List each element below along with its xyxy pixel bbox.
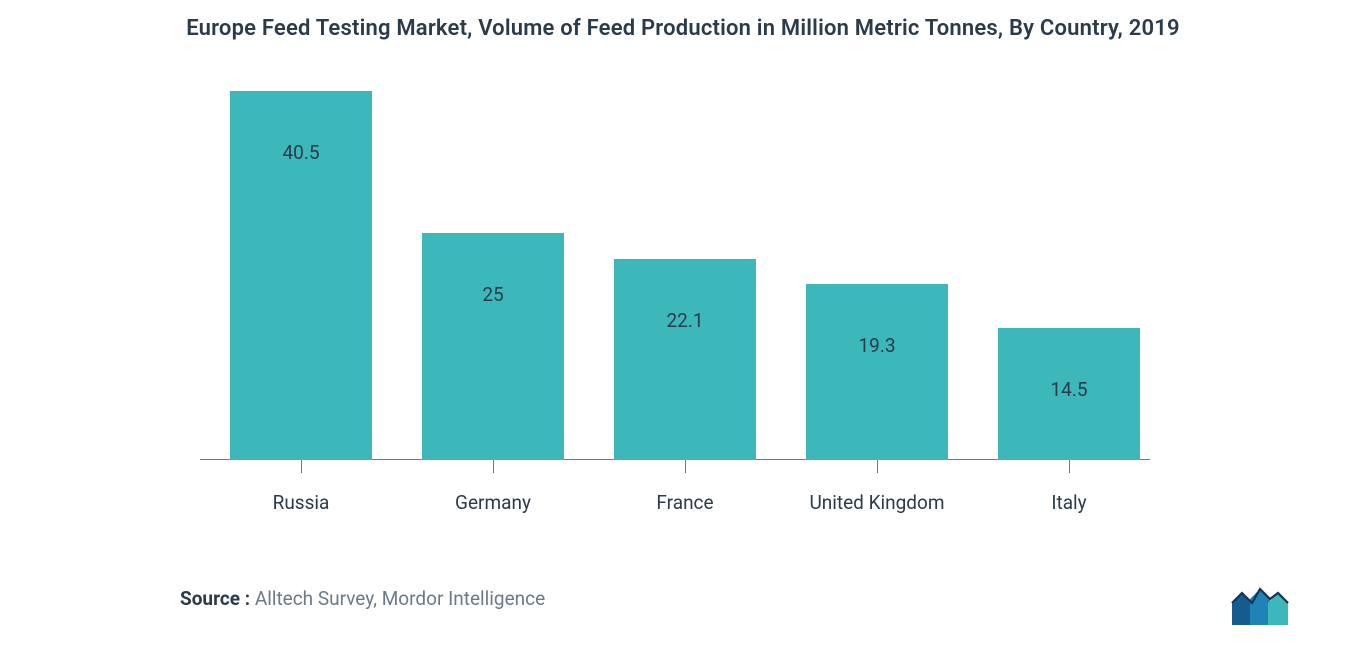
- source-line: Source : Alltech Survey, Mordor Intellig…: [180, 587, 545, 610]
- bar: 19.3: [806, 284, 948, 460]
- chart-title: Europe Feed Testing Market, Volume of Fe…: [0, 16, 1366, 41]
- category-label: Germany: [413, 491, 573, 515]
- bar-value-label: 14.5: [998, 378, 1140, 401]
- bar-value-label: 40.5: [230, 141, 372, 164]
- axis-tick: [1069, 460, 1070, 473]
- axis-tick: [877, 460, 878, 473]
- source-text: Alltech Survey, Mordor Intelligence: [255, 587, 545, 610]
- bar: 25: [422, 233, 564, 461]
- category-label: United Kingdom: [797, 491, 957, 515]
- category-label: Italy: [989, 491, 1149, 515]
- bar-chart: 40.5Russia25Germany22.1France19.3United …: [200, 70, 1150, 500]
- bar-value-label: 22.1: [614, 309, 756, 332]
- bar: 22.1: [614, 259, 756, 460]
- bar: 40.5: [230, 91, 372, 460]
- axis-tick: [493, 460, 494, 473]
- source-label: Source :: [180, 587, 250, 610]
- category-label: Russia: [221, 491, 381, 515]
- axis-tick: [301, 460, 302, 473]
- axis-tick: [685, 460, 686, 473]
- mordor-logo-icon: [1230, 585, 1296, 627]
- bar: 14.5: [998, 328, 1140, 460]
- category-label: France: [605, 491, 765, 515]
- logo-bars-icon: [1232, 589, 1288, 625]
- bar-value-label: 19.3: [806, 334, 948, 357]
- bar-value-label: 25: [422, 283, 564, 306]
